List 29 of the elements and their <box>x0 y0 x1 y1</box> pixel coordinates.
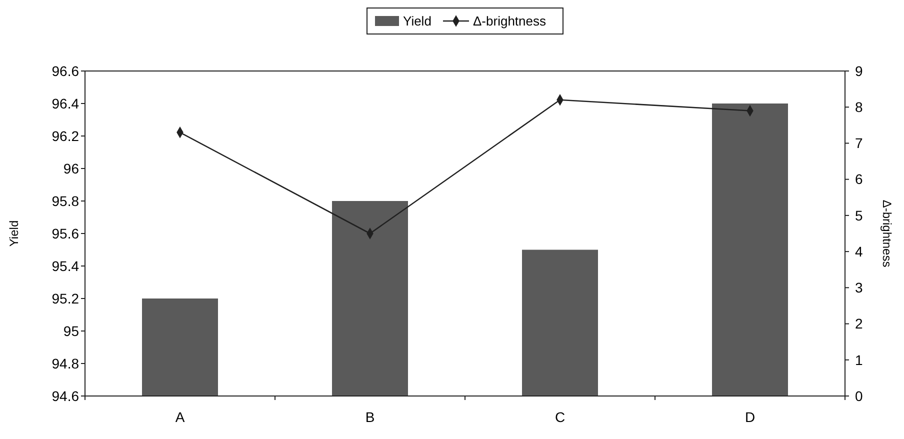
y2-tick-label: 6 <box>855 171 863 188</box>
y-tick-label: 96 <box>63 160 80 176</box>
y2-tick-label: 1 <box>855 352 863 368</box>
y-tick-label: 95.6 <box>52 225 80 242</box>
y-tick-label: 96.2 <box>52 128 80 144</box>
legend-label: Δ-brightness <box>473 14 546 29</box>
y-axis-title: Yield <box>7 220 21 247</box>
y-tick-label: 95.2 <box>52 290 80 306</box>
x-tick-label: B <box>365 409 375 425</box>
y-tick-label: 96.4 <box>52 95 80 112</box>
x-tick-label: A <box>175 409 186 425</box>
y2-tick-label: 3 <box>855 280 863 296</box>
y-tick-label: 95 <box>63 322 80 339</box>
y2-tick-label: 8 <box>855 99 863 116</box>
y2-axis-title: Δ-brightness <box>880 200 894 268</box>
y-tick-label: 94.8 <box>52 355 80 372</box>
y2-tick-label: 2 <box>855 316 863 332</box>
y2-tick-label: 4 <box>855 243 863 260</box>
x-tick-label: C <box>554 409 566 425</box>
y2-tick-label: 7 <box>855 135 863 152</box>
y2-tick-label: 9 <box>855 62 863 79</box>
y-tick-label: 96.6 <box>52 62 80 79</box>
legend-label: Yield <box>403 14 432 29</box>
x-tick-label: D <box>744 409 756 425</box>
y-tick-label: 94.6 <box>52 388 80 404</box>
y-tick-label: 95.4 <box>52 258 80 274</box>
y-tick-label: 95.8 <box>52 192 80 209</box>
y2-tick-label: 0 <box>855 388 863 404</box>
y2-tick-label: 5 <box>855 207 863 224</box>
